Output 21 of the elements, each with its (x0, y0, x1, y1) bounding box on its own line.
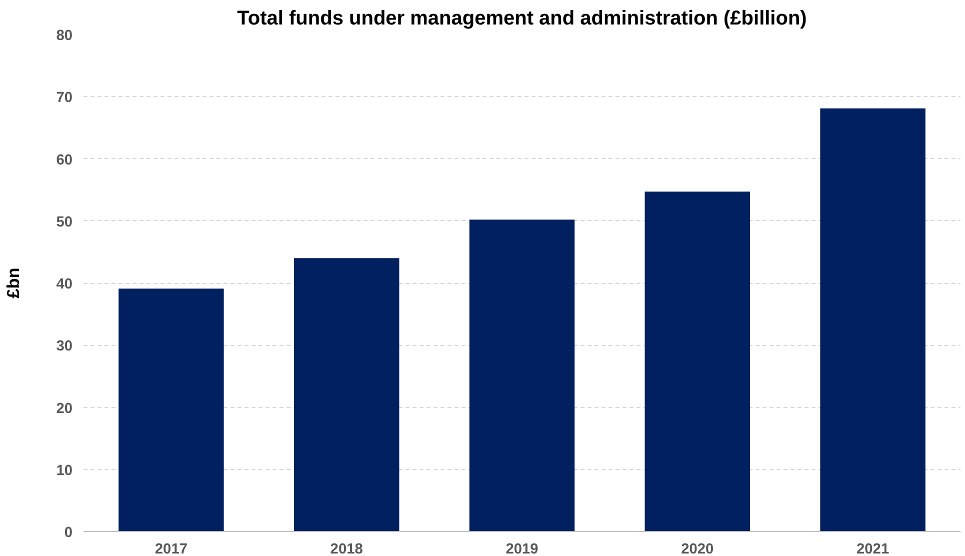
x-tick-label: 2021 (856, 542, 890, 556)
bar (294, 258, 400, 532)
y-tick-label: 30 (56, 338, 73, 355)
bar (469, 220, 575, 532)
y-tick-label: 60 (56, 152, 73, 168)
y-axis-title: £bn (3, 268, 24, 298)
y-tick-label: 80 (56, 28, 73, 44)
y-tick-label: 20 (56, 400, 73, 417)
y-tick-label: 40 (56, 276, 73, 292)
bar (820, 108, 926, 532)
chart-title: Total funds under management and administration (£billion) (237, 8, 807, 30)
bar (118, 288, 224, 532)
y-tick-label: 0 (64, 525, 73, 541)
x-tick-label: 2017 (154, 542, 188, 556)
x-tick-label: 2019 (506, 542, 538, 556)
y-tick-label: 50 (56, 214, 73, 230)
x-tick-label: 2018 (330, 542, 363, 556)
y-tick-label: 70 (56, 90, 73, 106)
bar (644, 192, 750, 532)
y-tick-label: 10 (56, 462, 73, 479)
x-tick-label: 2020 (681, 542, 714, 556)
